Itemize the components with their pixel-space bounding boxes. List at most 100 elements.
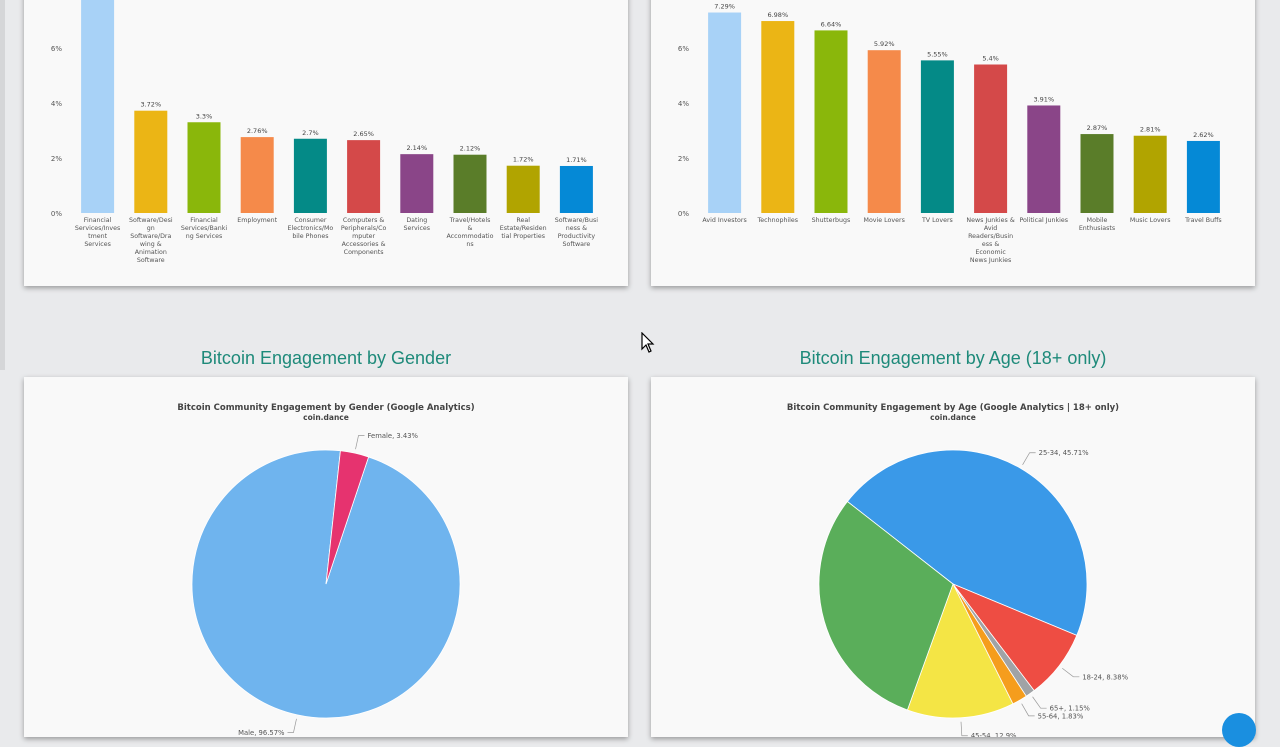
pie-chart-age: Bitcoin Community Engagement by Age (Goo…: [787, 403, 1129, 737]
x-category-label: Political Junkies: [1019, 217, 1068, 224]
bar-chart-affinity: 0% 2% 4% 6% 7.29% Avid Investors 6.98% Technoph…: [678, 3, 1222, 264]
pie-slice-label: Female, 3.43%: [368, 432, 419, 440]
bar[interactable]: [240, 137, 274, 213]
section-title-age: Bitcoin Engagement by Age (18+ only): [799, 348, 1107, 368]
bar[interactable]: [1027, 105, 1061, 213]
x-category-label: Services/Banki: [181, 225, 227, 232]
bar[interactable]: [134, 110, 168, 213]
x-category-label: Enthusiasts: [1079, 225, 1115, 232]
x-category-label: bile Phones: [292, 233, 328, 240]
x-category-label: News Junkies &: [966, 217, 1014, 224]
bar-value-label: 7.29%: [714, 3, 735, 11]
x-category-label: Accessories &: [342, 241, 386, 248]
pie-slice-label: 18-24, 8.38%: [1082, 673, 1128, 681]
x-category-label: Travel/Hotels: [449, 217, 491, 224]
pie-leader-line: [1032, 696, 1047, 709]
x-category-label: tment: [88, 233, 107, 240]
x-category-label: Productivity: [558, 233, 596, 240]
pie-slice-label: Male, 96.57%: [238, 729, 285, 737]
x-category-label: Avid: [984, 225, 997, 232]
chart-title: Bitcoin Community Engagement by Age (Goo…: [787, 403, 1119, 413]
bar-value-label: 3.72%: [140, 101, 161, 109]
mouse-cursor-icon: [641, 332, 655, 353]
bar[interactable]: [347, 140, 381, 213]
pie-chart-gender: Bitcoin Community Engagement by Gender (…: [177, 403, 474, 737]
bar-value-label: 2.65%: [353, 130, 374, 138]
bar-value-label: 2.76%: [247, 127, 268, 135]
bar[interactable]: [559, 165, 593, 213]
y-tick-label: 6%: [51, 45, 62, 53]
bar-value-label: 5.4%: [982, 55, 999, 63]
x-category-label: Dating: [406, 217, 427, 224]
bar[interactable]: [920, 60, 954, 213]
page-left-edge: [0, 0, 5, 370]
x-category-label: Electronics/Mo: [288, 225, 334, 232]
x-category-label: Components: [344, 249, 384, 256]
x-category-label: ns: [466, 241, 473, 248]
bar[interactable]: [708, 12, 742, 214]
bar[interactable]: [867, 50, 901, 214]
bar[interactable]: [1133, 135, 1167, 213]
bar[interactable]: [1080, 134, 1114, 213]
bar[interactable]: [814, 30, 848, 214]
chat-button[interactable]: [1222, 713, 1256, 747]
pie-slice[interactable]: [906, 582, 1014, 719]
x-category-label: Shutterbugs: [812, 217, 851, 224]
y-tick-label: 2%: [51, 155, 62, 163]
x-category-label: &: [468, 225, 473, 232]
bar-value-label: 2.12%: [460, 145, 481, 153]
bar[interactable]: [761, 21, 795, 213]
bar-value-label: 1.71%: [566, 156, 587, 164]
y-tick-label: 4%: [678, 100, 689, 108]
pie-slice[interactable]: [325, 450, 370, 585]
bar[interactable]: [187, 122, 221, 213]
bar[interactable]: [293, 138, 327, 213]
x-category-label: Animation: [135, 249, 167, 256]
x-category-label: ng Services: [186, 233, 223, 240]
x-category-label: Accommodatio: [446, 233, 493, 240]
pie-slice[interactable]: [818, 500, 954, 711]
x-category-label: Technophiles: [757, 217, 799, 224]
y-tick-label: 2%: [678, 155, 689, 163]
y-tick-label: 0%: [678, 210, 689, 218]
x-category-label: Mobile: [1087, 217, 1108, 224]
x-category-label: Services: [84, 241, 111, 248]
bar[interactable]: [453, 154, 487, 213]
x-category-label: Computers &: [343, 217, 385, 224]
bar-value-label: 2.14%: [406, 144, 427, 152]
x-category-label: Travel Buffs: [1184, 217, 1222, 224]
x-category-label: Peripherals/Co: [341, 225, 387, 232]
bar-value-label: 5.92%: [874, 40, 895, 48]
x-category-label: Readers/Busin: [968, 233, 1013, 240]
pie-leader-line: [1022, 452, 1036, 466]
pie-leader-line: [1021, 703, 1035, 717]
x-category-label: Economic: [975, 249, 1006, 256]
chart-subtitle: coin.dance: [930, 413, 976, 422]
bar[interactable]: [506, 165, 540, 213]
bar[interactable]: [974, 64, 1008, 214]
x-category-label: ness &: [566, 225, 587, 232]
pie-slice-label: 55-64, 1.83%: [1038, 712, 1084, 720]
bar[interactable]: [81, 0, 115, 213]
x-category-label: Financial: [84, 217, 112, 224]
pie-slice-label: 25-34, 45.71%: [1039, 449, 1090, 457]
bar-chart-interests: 0%2%4%6%FinancialServices/InvestmentServ…: [51, 0, 598, 264]
x-category-label: Real: [516, 217, 530, 224]
x-category-label: mputer: [352, 233, 375, 240]
x-category-label: Consumer: [294, 217, 327, 224]
bar-value-label: 6.64%: [821, 20, 842, 28]
section-title-gender: Bitcoin Engagement by Gender: [200, 348, 452, 368]
pie-slice[interactable]: [846, 449, 1088, 636]
bar-value-label: 3.91%: [1033, 95, 1054, 103]
chart-card-age: Bitcoin Community Engagement by Age (Goo…: [651, 377, 1255, 737]
bar[interactable]: [1186, 140, 1220, 213]
x-category-label: Software: [137, 257, 165, 264]
bar-value-label: 6.98%: [767, 11, 788, 19]
x-category-label: Software/Desi: [129, 217, 173, 224]
bar[interactable]: [400, 154, 434, 213]
bar-value-label: 3.3%: [196, 112, 213, 120]
pie-leader-line: [1062, 667, 1080, 678]
x-category-label: Music Lovers: [1130, 217, 1171, 224]
x-category-label: Services/Inves: [75, 225, 120, 232]
pie-leader-line: [287, 718, 297, 733]
